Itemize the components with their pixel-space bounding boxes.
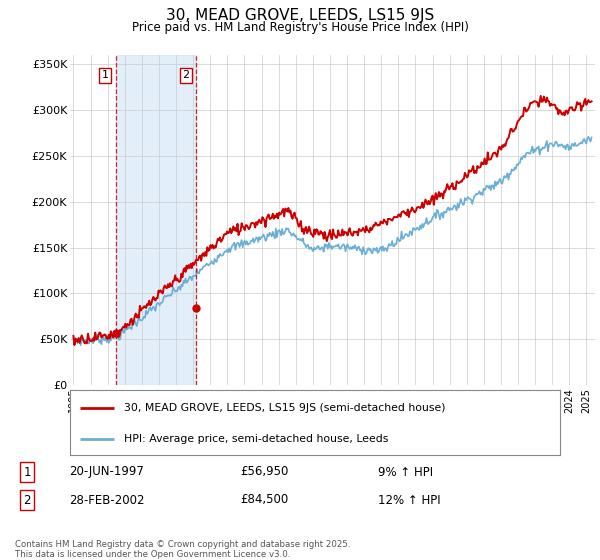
Text: HPI: Average price, semi-detached house, Leeds: HPI: Average price, semi-detached house,…	[124, 434, 388, 444]
Text: 28-FEB-2002: 28-FEB-2002	[69, 493, 145, 506]
Text: £84,500: £84,500	[240, 493, 288, 506]
Text: Price paid vs. HM Land Registry's House Price Index (HPI): Price paid vs. HM Land Registry's House …	[131, 21, 469, 34]
Text: 2: 2	[182, 70, 189, 80]
Bar	[116, 55, 196, 385]
Text: 30, MEAD GROVE, LEEDS, LS15 9JS (semi-detached house): 30, MEAD GROVE, LEEDS, LS15 9JS (semi-de…	[124, 403, 445, 413]
Text: £56,950: £56,950	[240, 465, 289, 478]
Text: 9% ↑ HPI: 9% ↑ HPI	[378, 465, 433, 478]
Text: 30, MEAD GROVE, LEEDS, LS15 9JS: 30, MEAD GROVE, LEEDS, LS15 9JS	[166, 8, 434, 24]
Text: 20-JUN-1997: 20-JUN-1997	[69, 465, 144, 478]
Text: 12% ↑ HPI: 12% ↑ HPI	[378, 493, 440, 506]
Text: Contains HM Land Registry data © Crown copyright and database right 2025.
This d: Contains HM Land Registry data © Crown c…	[15, 540, 350, 559]
Text: 2: 2	[23, 493, 31, 506]
Text: 1: 1	[102, 70, 109, 80]
Text: 1: 1	[23, 465, 31, 478]
